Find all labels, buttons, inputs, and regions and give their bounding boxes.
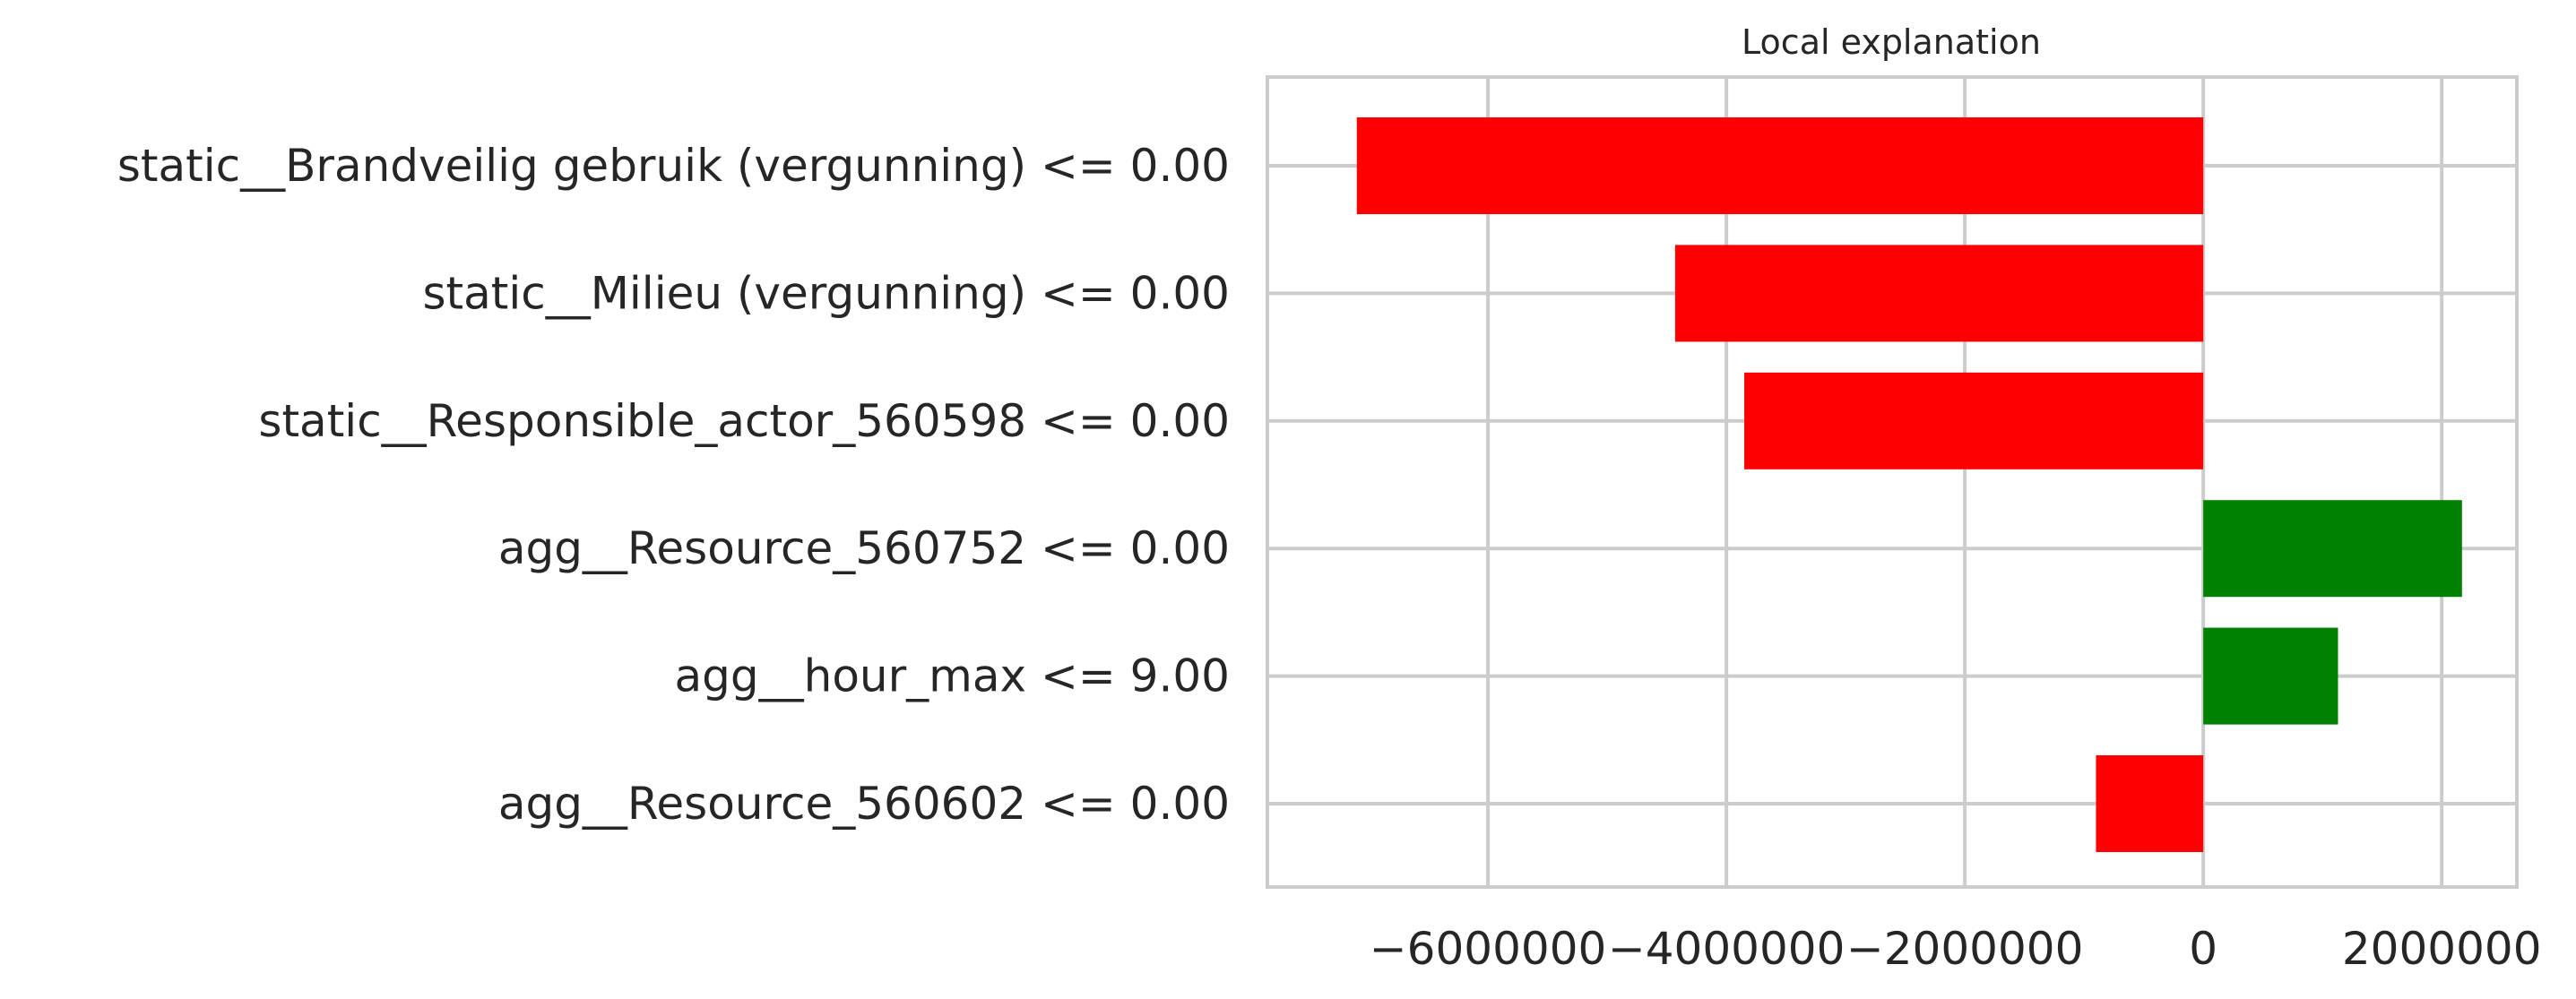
chart-title: Local explanation xyxy=(1742,22,2041,62)
category-label: static__Brandveilig gebruik (vergunning)… xyxy=(117,140,1230,192)
bar-layer xyxy=(1356,117,2462,852)
x-axis-ticks: −6000000 −4000000 −2000000 0 2000000 xyxy=(1370,923,2542,975)
category-label: agg__hour_max <= 9.00 xyxy=(675,650,1230,702)
bar-negative xyxy=(1356,117,2204,214)
category-label: static__Milieu (vergunning) <= 0.00 xyxy=(422,267,1230,319)
bar-positive xyxy=(2203,500,2462,598)
x-tick-label: 2000000 xyxy=(2342,923,2542,975)
bar-negative xyxy=(2096,755,2204,852)
category-label: agg__Resource_560602 <= 0.00 xyxy=(498,778,1230,830)
plot-frame xyxy=(1266,75,2519,889)
x-tick-label: −6000000 xyxy=(1370,923,1607,975)
bar-negative xyxy=(1674,245,2204,342)
y-axis-labels: static__Brandveilig gebruik (vergunning)… xyxy=(117,140,1230,830)
bar-negative xyxy=(1744,372,2204,469)
x-tick-label: −4000000 xyxy=(1608,923,1846,975)
x-tick-label: 0 xyxy=(2189,923,2217,975)
category-label: static__Responsible_actor_560598 <= 0.00 xyxy=(258,395,1230,447)
category-label: agg__Resource_560752 <= 0.00 xyxy=(498,522,1230,574)
bar-positive xyxy=(2203,627,2338,725)
x-tick-label: −2000000 xyxy=(1846,923,2084,975)
